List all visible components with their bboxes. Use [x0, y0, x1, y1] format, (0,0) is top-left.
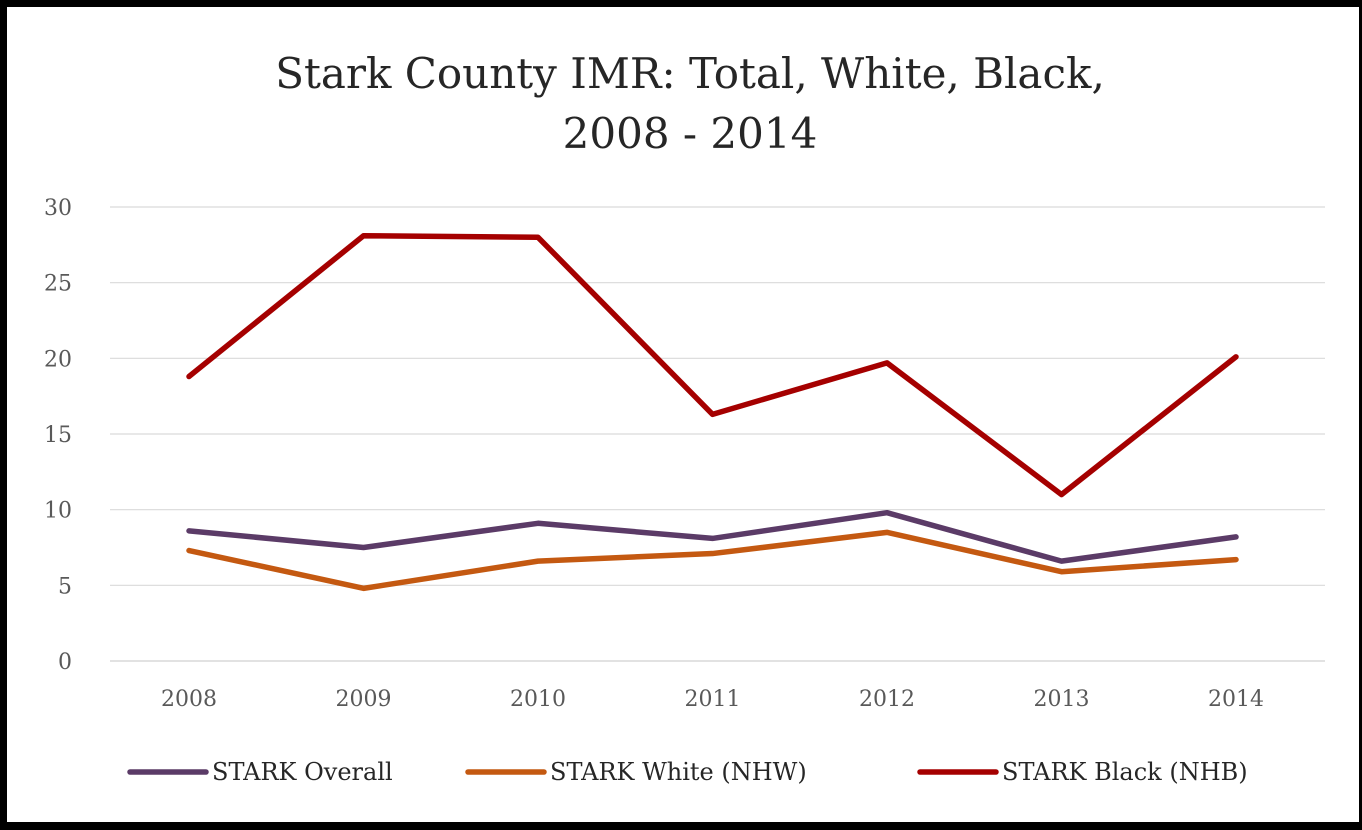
x-tick-label: 2012 — [859, 687, 915, 712]
y-tick-label: 0 — [58, 650, 72, 675]
x-axis-ticks: 2008 2009 2010 2011 2012 2013 2014 — [161, 687, 1264, 712]
series-line-stark-black-nhb — [186, 233, 1239, 498]
y-tick-label: 15 — [44, 423, 72, 448]
chart-title-line-1: Stark County IMR: Total, White, Black, — [275, 49, 1105, 98]
x-tick-label: 2010 — [510, 687, 566, 712]
y-tick-label: 30 — [44, 196, 72, 221]
x-tick-label: 2014 — [1208, 687, 1264, 712]
y-tick-label: 20 — [44, 347, 72, 372]
gridlines — [110, 206, 1325, 662]
x-tick-label: 2009 — [336, 687, 392, 712]
legend-label: STARK Black (NHB) — [1002, 758, 1248, 786]
series-lines — [186, 233, 1239, 592]
x-tick-label: 2011 — [685, 687, 741, 712]
chart-title-line-2: 2008 - 2014 — [563, 109, 818, 158]
legend-label: STARK White (NHW) — [550, 758, 807, 786]
y-tick-label: 10 — [44, 499, 72, 524]
y-tick-label: 25 — [44, 272, 72, 297]
x-tick-label: 2013 — [1034, 687, 1090, 712]
legend: STARK Overall STARK White (NHW) STARK Blac… — [127, 758, 1248, 786]
y-tick-label: 5 — [58, 574, 72, 599]
chart-title: Stark County IMR: Total, White, Black, 2… — [275, 49, 1105, 158]
x-tick-label: 2008 — [161, 687, 217, 712]
legend-label: STARK Overall — [212, 758, 393, 786]
y-axis-ticks: 0 5 10 15 20 25 30 — [44, 196, 72, 675]
